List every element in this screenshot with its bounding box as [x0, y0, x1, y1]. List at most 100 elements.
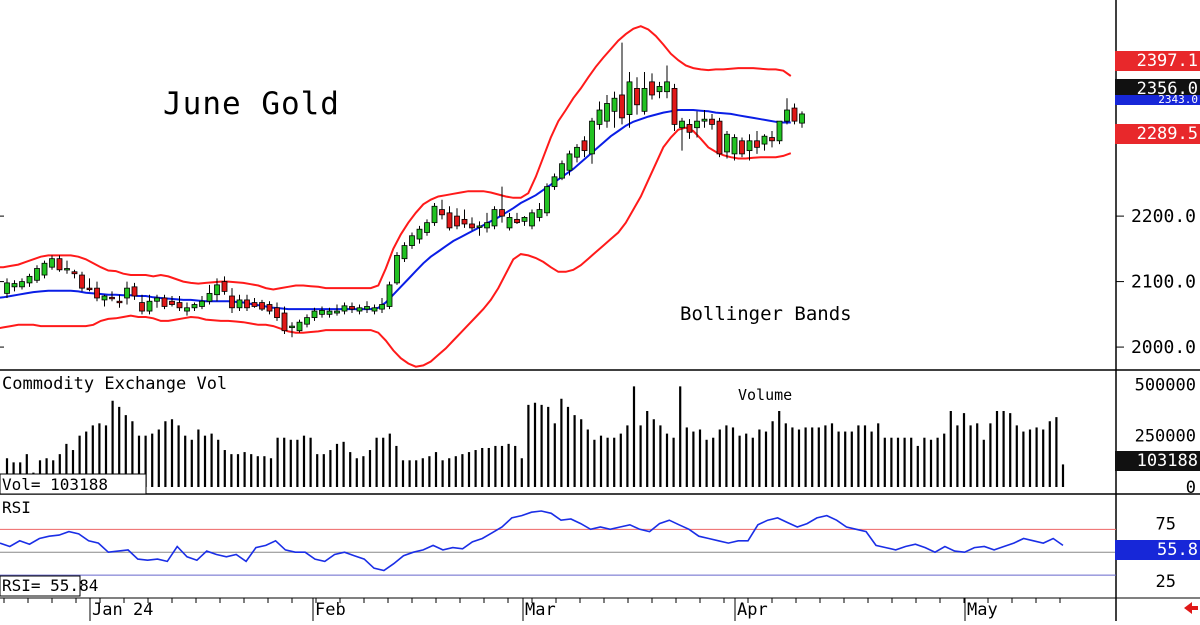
date-tick-label: Feb [315, 600, 346, 620]
candle-body [551, 176, 558, 188]
candle-body [19, 281, 25, 288]
candle-body [356, 307, 363, 312]
candle-body [641, 88, 648, 112]
candle-body [566, 153, 573, 171]
candle-body [56, 258, 63, 271]
rsi-tick-label: 25 [1156, 572, 1176, 592]
candle-body [664, 81, 670, 93]
candle-body [371, 307, 378, 312]
candle-body [94, 287, 100, 299]
candle-body [379, 304, 385, 310]
middle-band-value-label: 2343.0 [1115, 94, 1200, 105]
price-tick-label: 2200.0 [1131, 206, 1196, 227]
candle-body [671, 88, 678, 125]
candle-body [424, 222, 430, 233]
scroll-left-arrow-icon [1184, 602, 1198, 614]
candle-body [731, 137, 738, 155]
candle-body [274, 307, 280, 319]
candle-body [169, 300, 175, 305]
candle-body [514, 218, 520, 224]
candle-body [784, 109, 790, 122]
candle-body [529, 212, 535, 227]
candle-body [26, 275, 33, 284]
candle-body [499, 209, 505, 217]
volume-readout: Vol= 103188 [2, 475, 108, 494]
candle-body [656, 86, 663, 93]
candle-body [109, 296, 115, 300]
candle-body [799, 113, 805, 124]
candle-body [476, 225, 483, 228]
date-tick-label: Jan 24 [92, 600, 153, 620]
candle-body [724, 133, 730, 153]
candle-body [416, 228, 423, 240]
candle-body [746, 140, 753, 152]
candle-body [454, 215, 460, 227]
candle-body [214, 284, 220, 296]
candle-body [221, 281, 228, 292]
candle-body [326, 310, 333, 315]
candle-body [116, 300, 123, 304]
volume-readout-box [0, 473, 147, 495]
candle-body [64, 268, 70, 271]
candle-body [649, 81, 655, 96]
volume-panel-label: Commodity Exchange Vol [2, 374, 227, 394]
candle-body [236, 299, 243, 309]
candle-body [634, 88, 640, 106]
volume-tick-label: 0 [1186, 478, 1196, 498]
candle-body [589, 120, 595, 155]
candle-body [776, 120, 783, 142]
candle-body [716, 120, 723, 155]
candle-body [296, 321, 303, 332]
volume-annotation: Volume [738, 386, 792, 404]
candle-body [679, 120, 685, 129]
candle-body [364, 306, 370, 310]
candle-body [536, 209, 543, 218]
lower-bollinger-band [0, 126, 792, 368]
candle-body [461, 218, 468, 225]
volume-tick-label: 500000 [1135, 375, 1196, 395]
candle-body [709, 118, 715, 125]
candle-body [41, 262, 48, 276]
candle-body [199, 300, 205, 307]
lower-band-value-label: 2289.5 [1115, 124, 1200, 144]
candle-body [319, 310, 325, 315]
candle-body [266, 304, 273, 312]
bollinger-bands-annotation: Bollinger Bands [680, 303, 852, 325]
last-volume-value-label: 103188 [1115, 451, 1200, 471]
candle-body [101, 295, 108, 301]
candle-body [139, 302, 145, 312]
candle-body [334, 310, 340, 314]
candle-body [596, 109, 603, 125]
candle-body [191, 304, 198, 309]
upper-bollinger-band [0, 25, 792, 291]
candle-body [491, 209, 498, 227]
candle-body [611, 97, 618, 112]
candle-body [161, 297, 168, 307]
candle-body [71, 271, 78, 275]
candle-body [259, 302, 265, 310]
candle-body [694, 120, 700, 129]
candle-body [154, 297, 160, 302]
candle-body [484, 222, 490, 229]
rsi-line [0, 510, 1064, 572]
candle-body [184, 307, 190, 312]
last-rsi-value-label: 55.8 [1115, 540, 1200, 560]
candle-body [176, 302, 183, 309]
candle-body [574, 146, 580, 158]
chart-title: June Gold [163, 86, 340, 122]
price-tick-label: 2000.0 [1131, 337, 1196, 358]
candle-body [281, 312, 288, 332]
candle-body [446, 212, 453, 229]
upper-band-value-label: 2397.1 [1115, 51, 1200, 71]
candle-body [769, 137, 775, 142]
price-tick-label: 2100.0 [1131, 272, 1196, 293]
candle-body [244, 299, 250, 309]
rsi-readout-box [0, 575, 81, 597]
candle-body [401, 245, 408, 260]
candle-body [559, 163, 565, 179]
candle-body [791, 107, 798, 122]
date-tick-label: Mar [525, 600, 556, 620]
candle-body [761, 135, 768, 145]
candle-body [146, 300, 153, 312]
